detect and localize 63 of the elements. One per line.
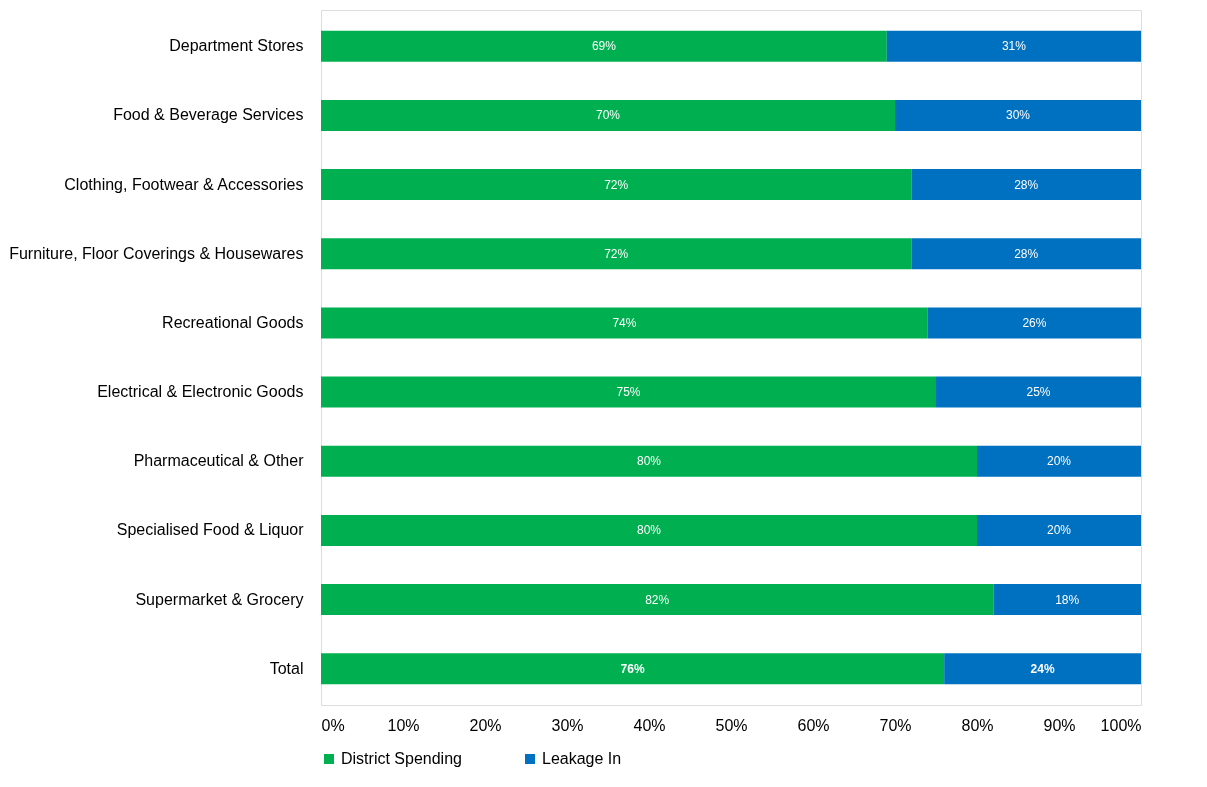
x-tick-label: 30%: [551, 716, 584, 734]
bar: [895, 99, 1141, 131]
bar: [911, 169, 1141, 201]
data-label: 70%: [595, 108, 621, 123]
data-label: 80%: [636, 523, 662, 538]
data-label: 26%: [1022, 315, 1047, 330]
data-label: 24%: [1030, 661, 1055, 676]
y-tick-label: Department Stores: [169, 37, 304, 55]
bar: [886, 30, 1141, 62]
bar: [993, 584, 1141, 616]
bar: [321, 445, 977, 477]
bar: [911, 238, 1141, 270]
bar: [321, 376, 936, 408]
y-tick-label: Specialised Food & Liquor: [116, 521, 305, 539]
bar: [936, 376, 1141, 408]
bar: [977, 445, 1141, 477]
y-tick-label: Recreational Goods: [162, 313, 304, 331]
y-tick-label: Clothing, Footwear & Accessories: [64, 175, 304, 193]
bar: [321, 99, 895, 131]
legend-label: Leakage In: [542, 750, 622, 767]
x-tick-label: 40%: [633, 716, 666, 734]
y-tick-label: Food & Beverage Services: [113, 106, 304, 124]
x-tick-label: 50%: [715, 716, 748, 734]
bar: [944, 653, 1141, 685]
x-tick-label: 60%: [797, 716, 830, 734]
data-label: 72%: [604, 246, 629, 261]
data-label: 75%: [616, 385, 641, 400]
y-tick-label: Electrical & Electronic Goods: [97, 383, 304, 401]
data-label: 25%: [1026, 385, 1051, 400]
y-tick-label: Furniture, Floor Coverings & Housewares: [9, 244, 304, 262]
y-tick-label: Total: [269, 659, 304, 677]
y-tick-label: Supermarket & Grocery: [135, 590, 304, 608]
data-label: 31%: [1001, 39, 1027, 54]
data-label: 20%: [1046, 523, 1072, 538]
x-tick-label: 100%: [1100, 716, 1142, 734]
y-tick-label: Pharmaceutical & Other: [133, 452, 305, 470]
data-label: 28%: [1014, 246, 1039, 261]
data-label: 74%: [612, 315, 637, 330]
bar: [977, 514, 1141, 546]
bar: [321, 307, 928, 339]
x-tick-label: 90%: [1043, 716, 1076, 734]
bar: [321, 238, 912, 270]
x-tick-label: 70%: [879, 716, 912, 734]
legend-label: District Spending: [341, 750, 462, 767]
x-tick-label: 20%: [469, 716, 502, 734]
bar: [321, 514, 977, 546]
data-label: 20%: [1046, 454, 1072, 469]
bar: [321, 584, 994, 616]
bar: [321, 653, 945, 685]
x-tick-label: 80%: [961, 716, 994, 734]
data-label: 18%: [1055, 592, 1080, 607]
data-label: 28%: [1014, 177, 1039, 192]
bar: [321, 30, 887, 62]
data-label: 72%: [604, 177, 629, 192]
bar: [927, 307, 1141, 339]
x-tick-label: 0%: [321, 716, 345, 734]
bar: [321, 169, 912, 201]
data-label: 80%: [636, 454, 662, 469]
data-label: 30%: [1005, 108, 1031, 123]
data-label: 69%: [591, 39, 617, 54]
data-label: 82%: [645, 592, 670, 607]
data-label: 76%: [620, 661, 645, 676]
x-tick-label: 10%: [387, 716, 420, 734]
